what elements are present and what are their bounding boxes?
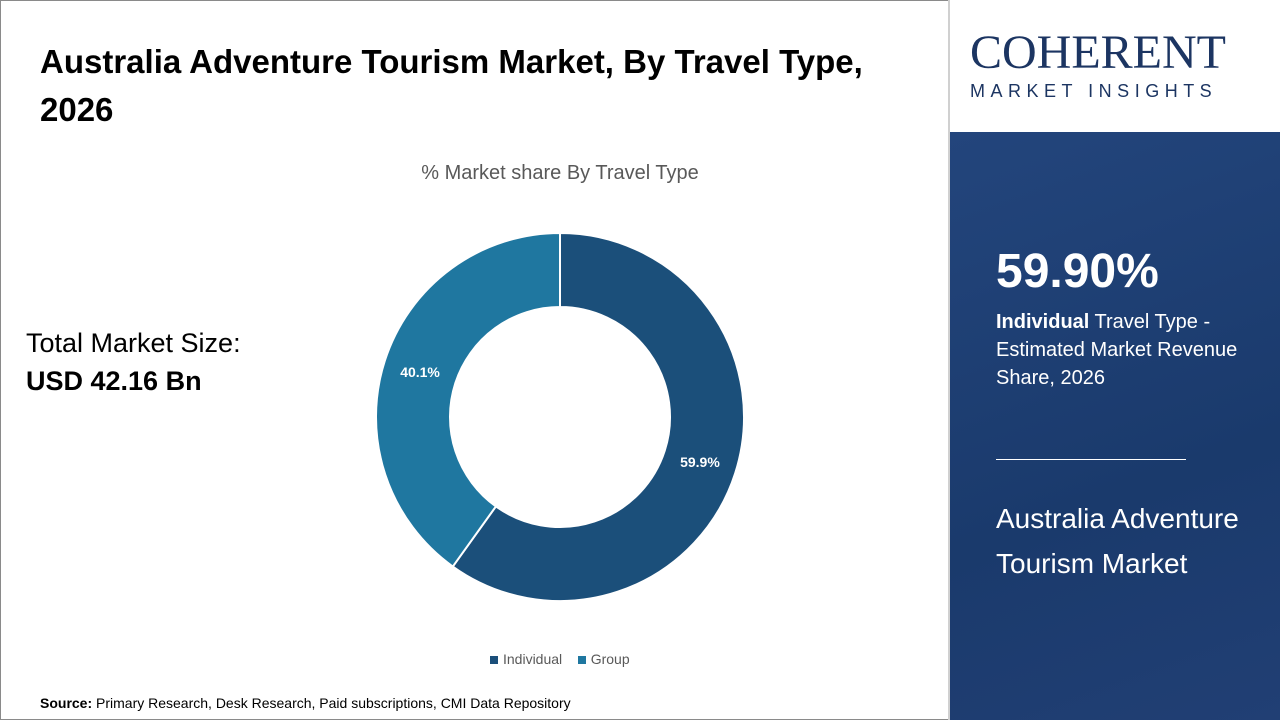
donut-slice-individual xyxy=(451,231,745,602)
legend: Individual Group xyxy=(490,650,630,668)
total-value: USD 42.16 Bn xyxy=(26,366,202,396)
total-label: Total Market Size: xyxy=(26,328,241,358)
source-text: Primary Research, Desk Research, Paid su… xyxy=(96,695,571,711)
highlight-panel: 59.90% Individual Travel Type - Estimate… xyxy=(950,132,1280,720)
divider xyxy=(948,0,950,720)
logo-wordmark: COHERENT xyxy=(970,26,1226,79)
highlight-percent: 59.90% xyxy=(996,245,1159,298)
market-name: Australia Adventure Tourism Market xyxy=(996,503,1239,579)
highlight-desc-text: Travel Type - Estimated Market Revenue S… xyxy=(996,311,1238,389)
source-note: Source: Primary Research, Desk Research,… xyxy=(40,694,571,712)
highlight-segment: Individual xyxy=(996,311,1090,333)
panel-divider xyxy=(996,459,1186,460)
legend-swatch-group xyxy=(577,656,586,664)
highlight-description: Individual Travel Type - Estimated Marke… xyxy=(996,308,1246,392)
logo-tagline: MARKET INSIGHTS xyxy=(970,81,1218,101)
legend-individual: Individual xyxy=(503,651,563,667)
total-market-size: Total Market Size: USD 42.16 Bn xyxy=(26,324,241,400)
data-label-group: 40.1% xyxy=(400,364,440,380)
legend-group: Group xyxy=(590,651,630,667)
page-title: Australia Adventure Tourism Market, By T… xyxy=(40,43,863,128)
chart-title: % Market share By Travel Type xyxy=(421,162,699,184)
data-label-individual: 59.9% xyxy=(680,454,720,470)
donut-chart: 59.9% 40.1% xyxy=(375,231,745,602)
source-label: Source: xyxy=(40,695,93,711)
logo: COHERENT MARKET INSIGHTS xyxy=(950,0,1280,132)
donut-slice-group xyxy=(375,231,561,568)
legend-swatch-individual xyxy=(490,656,498,664)
